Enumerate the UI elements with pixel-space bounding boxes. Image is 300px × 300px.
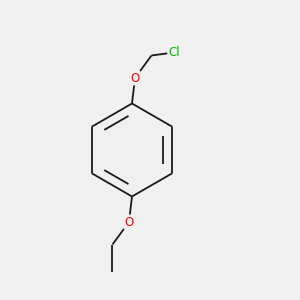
Text: Cl: Cl [168,46,180,59]
Text: O: O [124,215,134,229]
Text: O: O [130,71,140,85]
